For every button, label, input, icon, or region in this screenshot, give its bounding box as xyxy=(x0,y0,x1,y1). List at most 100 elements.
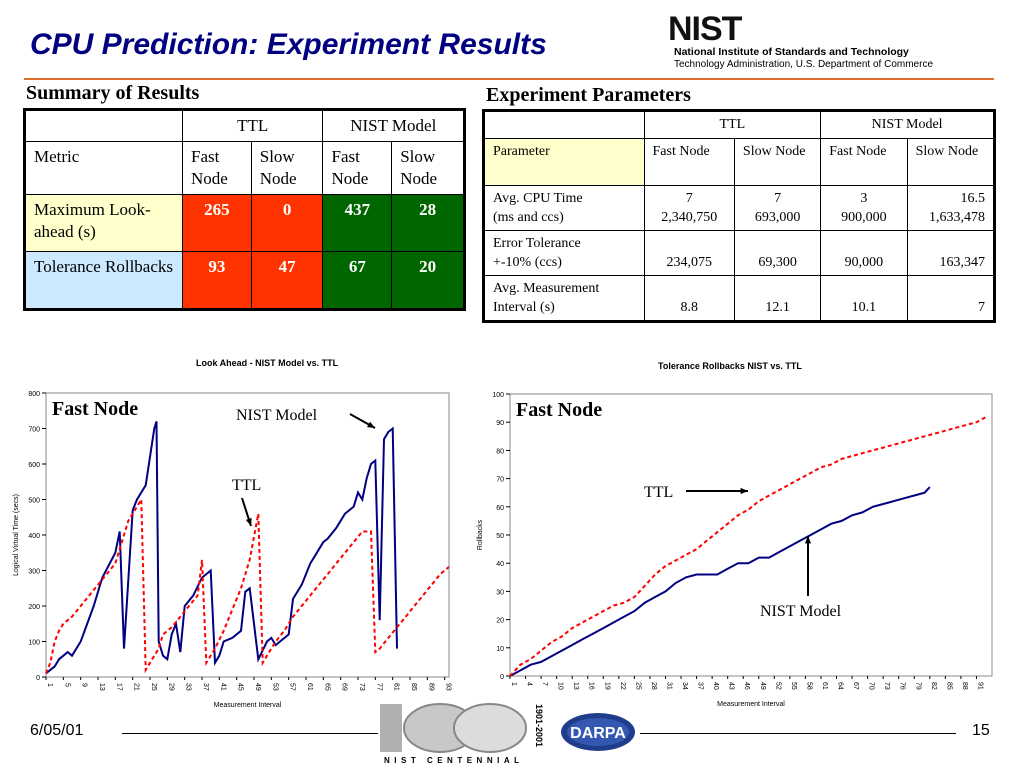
x-tick-label: 82 xyxy=(930,682,937,690)
col-fast-node: Fast Node xyxy=(820,138,908,186)
table-row: Maximum Look-ahead (s) 265 0 437 28 xyxy=(24,194,465,252)
empty-cell xyxy=(24,109,183,142)
row-label-line1: Avg. Measurement xyxy=(493,281,600,296)
footer-rule xyxy=(640,733,956,734)
y-tick-label: 70 xyxy=(496,477,504,484)
x-tick-label: 16 xyxy=(588,682,595,690)
x-axis-label: Measurement Interval xyxy=(717,701,785,707)
x-tick-label: 5 xyxy=(63,683,70,687)
value-cell: 20 xyxy=(391,251,465,310)
x-tick-label: 79 xyxy=(914,682,921,690)
col-slow-node: Slow Node xyxy=(391,141,465,195)
table-row: Avg. Measurement Interval (s) 8.8 12.1 10… xyxy=(483,275,996,322)
value-line1: 3 xyxy=(860,191,868,206)
row-label: Maximum Look-ahead (s) xyxy=(24,194,183,252)
series-line-ttl xyxy=(45,496,450,674)
x-tick-label: 67 xyxy=(852,682,859,690)
nist-logo: NIST National Institute of Standards and… xyxy=(668,10,998,72)
annotation-label: TTL xyxy=(232,477,261,494)
x-tick-label: 33 xyxy=(185,683,192,691)
x-tick-label: 40 xyxy=(712,682,719,690)
x-tick-label: 69 xyxy=(341,683,348,691)
y-tick-label: 40 xyxy=(496,561,504,568)
y-tick-label: 300 xyxy=(28,569,40,576)
annotation-label: TTL xyxy=(644,484,673,501)
table-row: Parameter Fast Node Slow Node Fast Node … xyxy=(483,138,996,186)
table-row: Error Tolerance +-10% (ccs) 234,075 69,30… xyxy=(483,230,996,276)
x-tick-label: 29 xyxy=(167,683,174,691)
slide-title: CPU Prediction: Experiment Results xyxy=(30,28,547,61)
value-line2: 12.1 xyxy=(765,300,790,315)
x-tick-label: 22 xyxy=(619,682,626,690)
row-label: Error Tolerance +-10% (ccs) xyxy=(483,230,645,276)
table-row: TTL NIST Model xyxy=(483,110,995,139)
value-line2: 8.8 xyxy=(680,300,698,315)
value-cell: 0 xyxy=(250,194,324,252)
footer-date: 6/05/01 xyxy=(30,722,84,739)
darpa-logo: DARPA xyxy=(561,713,635,751)
y-tick-label: 100 xyxy=(492,392,504,399)
x-tick-label: 91 xyxy=(976,682,983,690)
param-label: Parameter xyxy=(483,138,645,186)
x-tick-label: 19 xyxy=(603,682,610,690)
value-line1: 16.5 xyxy=(960,191,986,206)
value-cell: 234,075 xyxy=(643,230,735,276)
value-line2: 693,000 xyxy=(754,210,801,225)
value-line1 xyxy=(653,234,726,253)
x-tick-label: 13 xyxy=(98,683,105,691)
nist-subtitle: Technology Administration, U.S. Departme… xyxy=(674,59,933,70)
value-line1 xyxy=(653,279,726,298)
series-line-ttl xyxy=(509,415,988,677)
x-tick-label: 52 xyxy=(774,682,781,690)
y-tick-label: 30 xyxy=(496,589,504,596)
nist-name: National Institute of Standards and Tech… xyxy=(674,46,909,58)
x-tick-label: 31 xyxy=(665,682,672,690)
plot-area xyxy=(509,393,993,677)
col-fast-node: Fast Node xyxy=(322,141,393,195)
col-slow-node: Slow Node xyxy=(906,138,996,186)
value-cell: 7 2,340,750 xyxy=(643,185,735,231)
value-cell: 67 xyxy=(322,251,393,310)
y-tick-label: 500 xyxy=(28,498,40,505)
x-tick-label: 13 xyxy=(572,682,579,690)
value-line1 xyxy=(743,234,812,253)
row-label-line2: Interval (s) xyxy=(493,300,555,315)
x-tick-label: 76 xyxy=(899,682,906,690)
y-tick-label: 400 xyxy=(28,533,40,540)
value-line2: 2,340,750 xyxy=(661,210,718,225)
x-tick-label: 65 xyxy=(323,683,330,691)
x-tick-label: 1 xyxy=(510,682,517,686)
centennial-years: 1901-2001 xyxy=(534,704,544,747)
value-cell: 10.1 xyxy=(820,275,908,322)
value-line2: 234,075 xyxy=(666,255,712,270)
y-tick-label: 200 xyxy=(28,604,40,611)
col-fast-node: Fast Node xyxy=(182,141,252,195)
col-slow-node: Slow Node xyxy=(733,138,822,186)
value-cell: 7 xyxy=(906,275,996,322)
x-tick-label: 25 xyxy=(634,682,641,690)
row-label-line1: Avg. CPU Time xyxy=(493,191,583,206)
value-cell: 163,347 xyxy=(906,230,996,276)
y-tick-label: 50 xyxy=(496,533,504,540)
chart-title-lookahead: Look Ahead - NIST Model vs. TTL xyxy=(196,358,339,368)
darpa-text: DARPA xyxy=(570,725,626,742)
nist-wordmark: NIST xyxy=(668,10,742,48)
col-slow-node: Slow Node xyxy=(250,141,324,195)
series-line-nist xyxy=(45,421,398,675)
value-line2: 1,633,478 xyxy=(929,210,985,225)
y-tick-label: 20 xyxy=(496,618,504,625)
group-header-ttl: TTL xyxy=(643,110,822,139)
x-tick-label: 85 xyxy=(945,682,952,690)
value-line1 xyxy=(829,234,898,253)
arrowhead-icon xyxy=(740,487,748,495)
x-tick-label: 45 xyxy=(237,683,244,691)
annotation-label: NIST Model xyxy=(236,407,318,424)
series-line-nist xyxy=(509,486,931,677)
x-tick-label: 9 xyxy=(81,683,88,687)
x-tick-label: 46 xyxy=(743,682,750,690)
params-heading: Experiment Parameters xyxy=(486,84,691,106)
value-line1: 7 xyxy=(685,191,693,206)
annotation-label: NIST Model xyxy=(760,603,842,620)
group-header-ttl: TTL xyxy=(181,109,324,142)
x-tick-label: 7 xyxy=(541,682,548,686)
